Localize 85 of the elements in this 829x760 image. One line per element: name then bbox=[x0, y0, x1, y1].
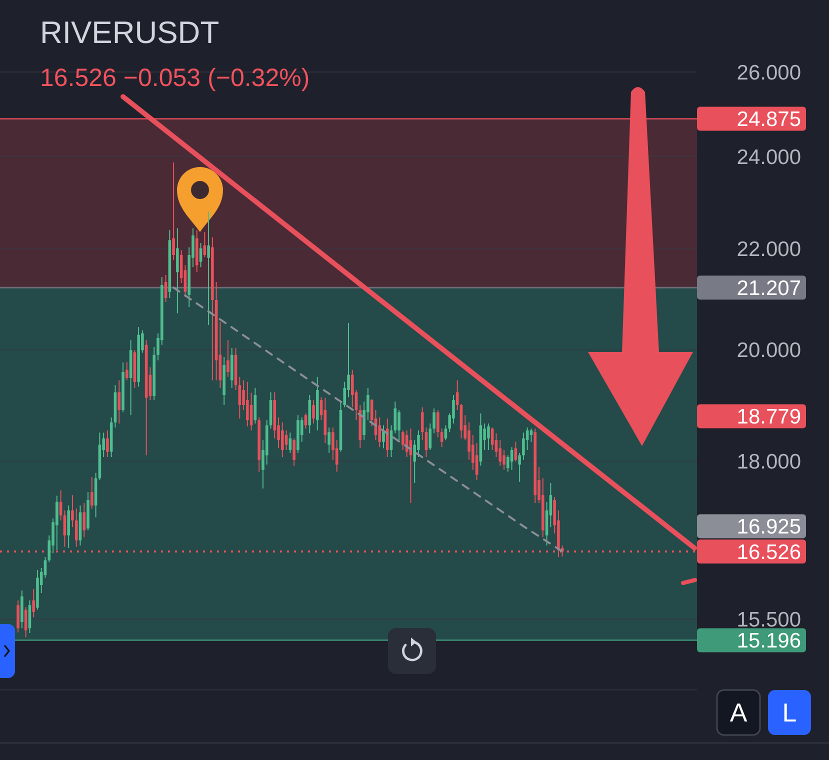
candlestick bbox=[195, 230, 198, 272]
candlestick bbox=[114, 385, 117, 428]
candlestick bbox=[296, 415, 300, 453]
candlestick bbox=[168, 230, 172, 298]
ref-line-label: 15.196 bbox=[736, 630, 801, 653]
ref-line-label: 16.526 bbox=[736, 540, 801, 564]
candlestick bbox=[90, 477, 94, 509]
candlestick bbox=[71, 495, 74, 528]
candlestick bbox=[110, 417, 113, 457]
candlestick bbox=[36, 570, 39, 610]
candlestick bbox=[207, 212, 210, 326]
candlestick bbox=[432, 408, 436, 434]
candlestick bbox=[129, 340, 132, 416]
candlestick bbox=[534, 428, 537, 504]
candlestick bbox=[424, 428, 428, 457]
candlestick bbox=[328, 428, 330, 453]
candlestick bbox=[78, 506, 82, 546]
candlestick bbox=[16, 600, 20, 632]
y-tick-label: 18.000 bbox=[736, 450, 801, 474]
candlestick bbox=[144, 340, 148, 456]
y-tick-label: 24.000 bbox=[736, 146, 801, 170]
candlestick bbox=[510, 447, 514, 470]
candlestick bbox=[254, 388, 257, 424]
candlestick bbox=[59, 490, 62, 520]
candlestick bbox=[211, 237, 214, 380]
candlestick bbox=[24, 607, 28, 638]
candlestick bbox=[246, 382, 249, 426]
candlestick bbox=[409, 428, 412, 504]
candlestick bbox=[199, 242, 202, 268]
candlestick bbox=[487, 424, 490, 450]
candlestick bbox=[440, 428, 444, 448]
text: A bbox=[730, 698, 748, 728]
text: 18.779 bbox=[736, 406, 801, 429]
candlestick bbox=[122, 362, 124, 412]
candlestick bbox=[428, 424, 432, 450]
candlestick bbox=[436, 410, 440, 438]
y-tick-label: 22.000 bbox=[736, 238, 801, 262]
candlestick bbox=[288, 432, 292, 453]
candlestick bbox=[86, 492, 90, 530]
candlestick bbox=[67, 506, 70, 548]
candlestick bbox=[125, 362, 128, 380]
candlestick bbox=[56, 496, 58, 550]
ref-line-label: 24.875 bbox=[736, 108, 801, 132]
text: 16.526 −0.053 (−0.32%) bbox=[40, 64, 310, 92]
candlestick bbox=[226, 340, 230, 377]
candlestick bbox=[312, 400, 315, 424]
ref-line-label: 21.207 bbox=[736, 276, 801, 300]
candlestick bbox=[133, 350, 136, 388]
candlestick bbox=[258, 417, 260, 472]
candlestick bbox=[137, 327, 140, 387]
text: 16.925 bbox=[736, 516, 801, 539]
candlestick bbox=[164, 275, 168, 302]
candlestick bbox=[94, 472, 98, 518]
candlestick bbox=[324, 398, 327, 444]
candlestick bbox=[390, 425, 393, 457]
candlestick bbox=[28, 600, 32, 634]
candlestick bbox=[152, 346, 156, 400]
candlestick bbox=[176, 228, 179, 314]
candlestick bbox=[203, 232, 206, 257]
candlestick bbox=[20, 590, 24, 628]
candlestick bbox=[292, 438, 296, 466]
y-tick-label: 15.500 bbox=[736, 608, 801, 632]
candlestick bbox=[479, 413, 482, 466]
candlestick bbox=[222, 357, 226, 405]
candlestick bbox=[386, 418, 389, 457]
text: L bbox=[782, 698, 797, 728]
y-tick-label: 20.000 bbox=[736, 338, 801, 362]
candlestick bbox=[82, 503, 86, 538]
candlestick bbox=[308, 394, 312, 434]
y-tick-label: 26.000 bbox=[736, 61, 801, 84]
candlestick bbox=[420, 407, 424, 440]
candlestick bbox=[74, 508, 78, 547]
candlestick bbox=[444, 425, 448, 440]
candlestick bbox=[172, 162, 175, 260]
candlestick bbox=[63, 510, 66, 547]
candlestick bbox=[98, 432, 102, 480]
candlestick bbox=[316, 376, 319, 430]
candlestick bbox=[118, 380, 121, 424]
candlestick bbox=[230, 348, 234, 388]
candlestick bbox=[106, 430, 109, 457]
candlestick bbox=[32, 589, 35, 618]
candlestick bbox=[304, 413, 308, 429]
candlestick bbox=[518, 452, 521, 482]
candlestick bbox=[514, 442, 518, 462]
text: RIVERUSDT bbox=[40, 15, 220, 50]
